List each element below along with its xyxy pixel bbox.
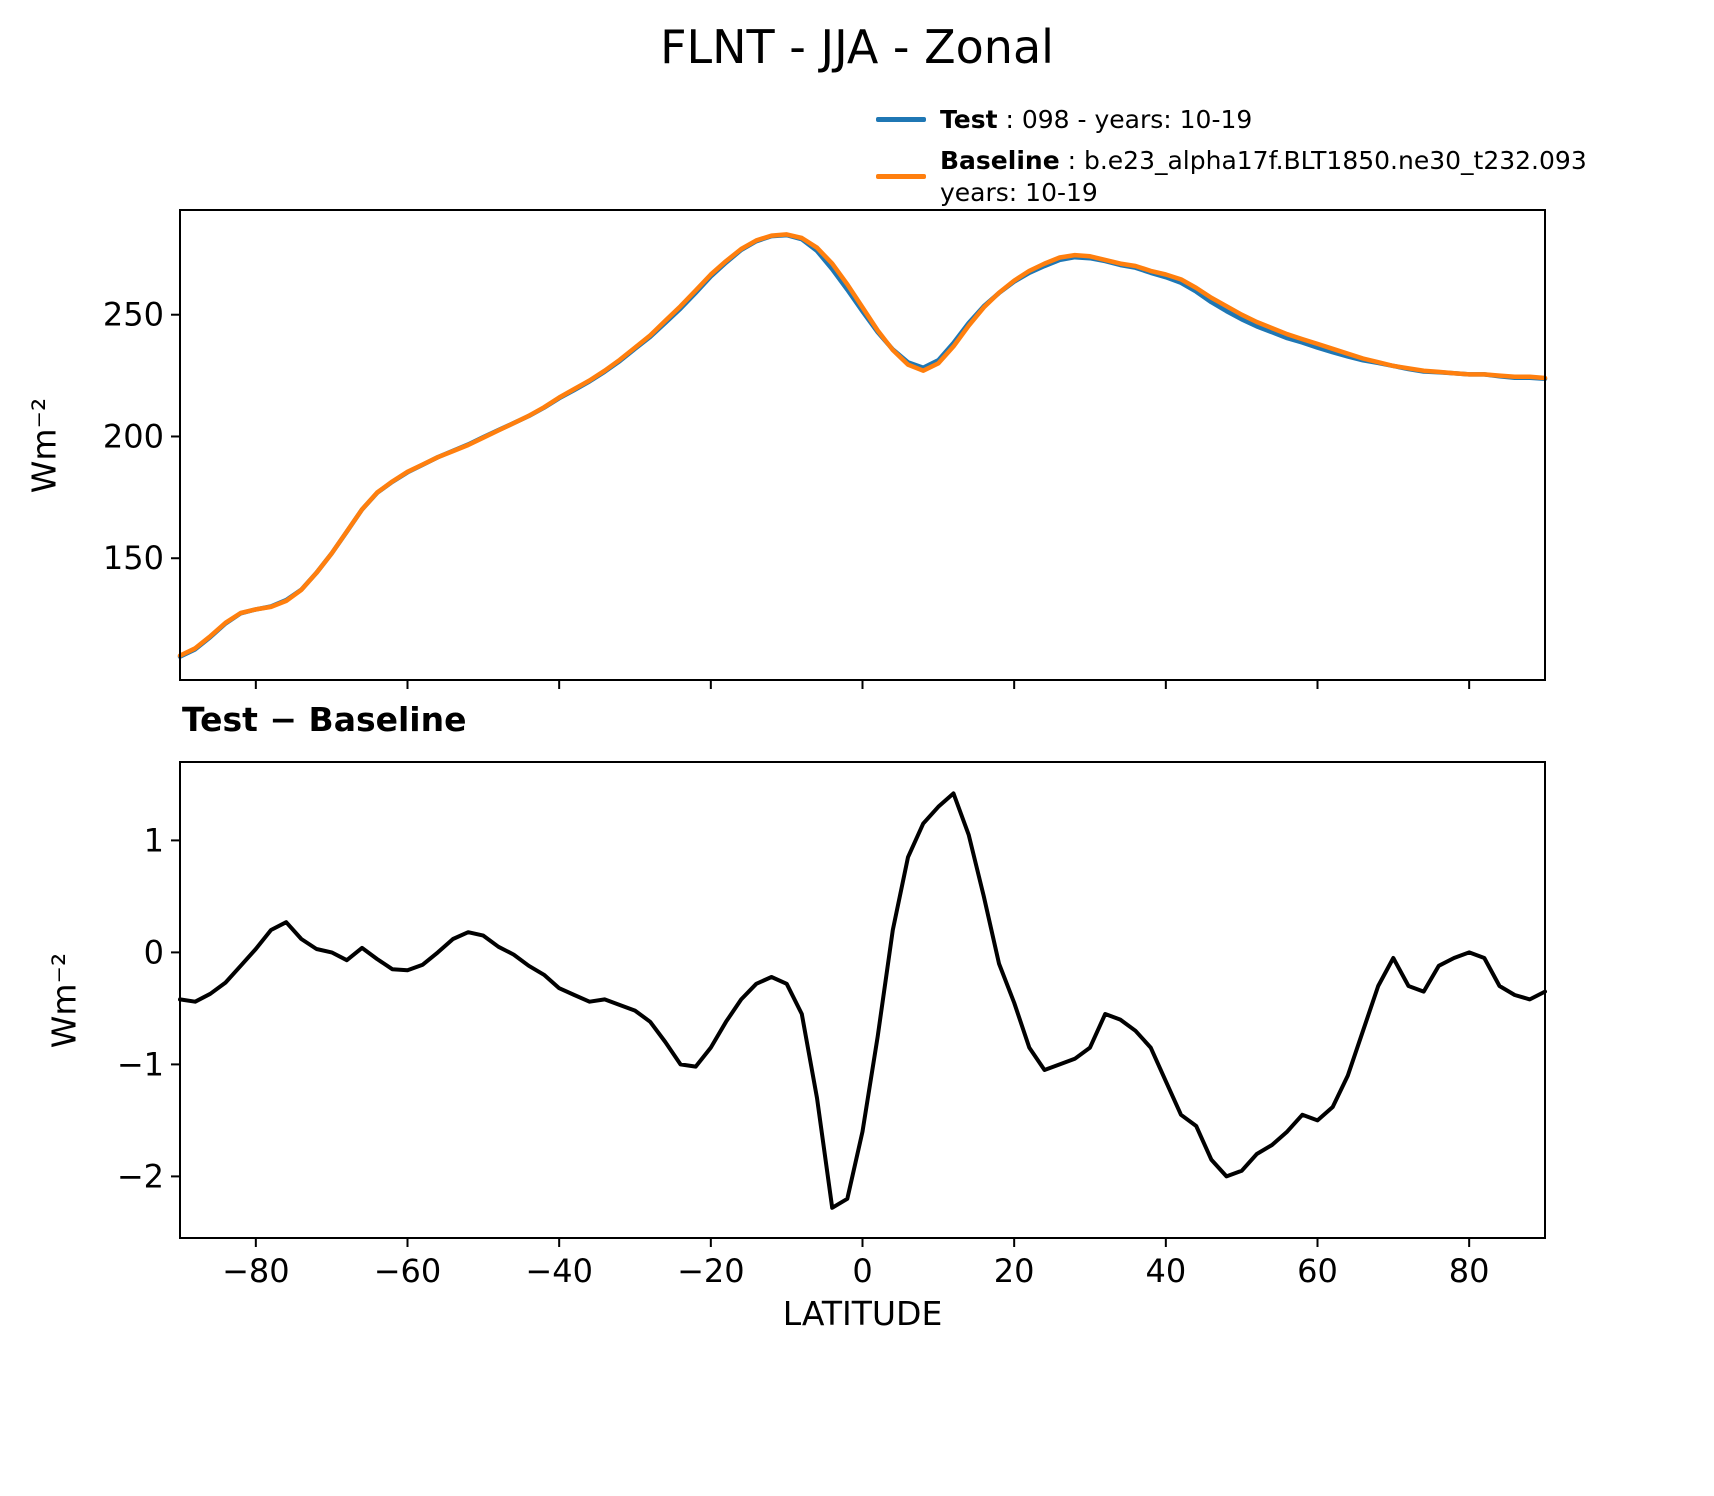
- legend-label-test-name: Test: [940, 105, 998, 134]
- y-tick-label: 0: [144, 933, 164, 971]
- legend-label-test-detail: : 098 - years: 10-19: [997, 105, 1253, 134]
- x-tick-label: −20: [677, 1252, 745, 1290]
- y-tick-label: 200: [103, 417, 164, 455]
- series-test-baseline: [178, 791, 1547, 1210]
- x-tick-label: −60: [374, 1252, 442, 1290]
- series-test: [177, 232, 1548, 659]
- baseline-line-swatch: [876, 174, 926, 179]
- y-axis-label-bottom: Wm⁻²: [44, 952, 84, 1049]
- x-tick-label: 40: [1145, 1252, 1186, 1290]
- subtitle-test-minus-baseline: Test − Baseline: [182, 700, 467, 739]
- y-axis-label-top: Wm⁻²: [24, 397, 64, 494]
- legend-label-baseline-detail: : b.e23_alpha17f.BLT1850.ne30_t232.093 y…: [940, 146, 1587, 207]
- legend: Test : 098 - years: 10-19 Baseline : b.e…: [876, 104, 1587, 208]
- y-tick-label: 1: [144, 821, 164, 859]
- plot-border-1: [179, 761, 1546, 1239]
- plot-border-0: [179, 209, 1546, 681]
- figure-title: FLNT - JJA - Zonal: [660, 20, 1054, 74]
- y-tick-label: 250: [103, 296, 164, 334]
- test-line-swatch: [876, 117, 926, 123]
- y-tick-label: 150: [103, 539, 164, 577]
- x-tick-label: 20: [994, 1252, 1035, 1290]
- x-tick-label: −40: [525, 1252, 593, 1290]
- x-tick-label: 60: [1297, 1252, 1338, 1290]
- series-baseline: [177, 232, 1548, 658]
- legend-item-test: Test : 098 - years: 10-19: [876, 104, 1587, 135]
- x-tick-label: 80: [1449, 1252, 1490, 1290]
- legend-label-baseline: Baseline : b.e23_alpha17f.BLT1850.ne30_t…: [940, 145, 1587, 208]
- x-tick-label: 0: [852, 1252, 872, 1290]
- x-tick-label: −80: [222, 1252, 290, 1290]
- legend-label-test: Test : 098 - years: 10-19: [940, 104, 1252, 135]
- legend-item-baseline: Baseline : b.e23_alpha17f.BLT1850.ne30_t…: [876, 145, 1587, 208]
- y-tick-label: −2: [117, 1157, 164, 1195]
- legend-label-baseline-name: Baseline: [940, 146, 1060, 176]
- x-axis-label: LATITUDE: [782, 1294, 943, 1333]
- y-tick-label: −1: [117, 1045, 164, 1083]
